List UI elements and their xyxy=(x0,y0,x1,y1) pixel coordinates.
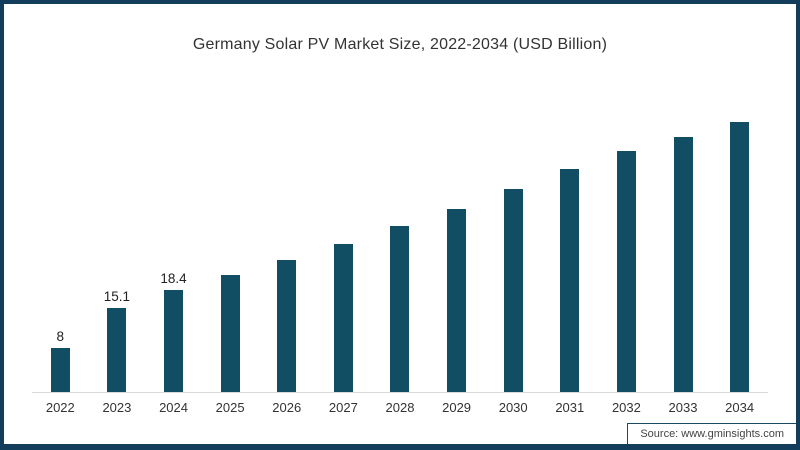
chart-title: Germany Solar PV Market Size, 2022-2034 … xyxy=(192,36,608,53)
x-axis-tick-label: 2034 xyxy=(725,400,755,415)
x-axis-tick-label: 2030 xyxy=(498,400,528,415)
bar-group-2028 xyxy=(372,226,429,392)
bar-group-2032 xyxy=(598,151,655,392)
bar xyxy=(673,137,693,392)
x-axis-tick-label: 2028 xyxy=(385,400,415,415)
source-label: Source: www.gminsights.com xyxy=(627,423,796,444)
bar-group-2034 xyxy=(711,122,768,392)
bar xyxy=(50,348,70,392)
bar-group-2025 xyxy=(202,275,259,392)
bar xyxy=(560,169,580,392)
bar-chart: 8 15.1 18.4 xyxy=(32,80,768,393)
bar xyxy=(333,244,353,392)
plot-area: 8 15.1 18.4 xyxy=(32,80,768,393)
x-axis-tick-label: 2027 xyxy=(328,400,358,415)
x-axis-tick-label: 2022 xyxy=(45,400,75,415)
bar xyxy=(390,226,410,392)
x-axis-labels: 2022 2023 2024 2025 2026 2027 2028 2029 2030 2031… xyxy=(32,400,768,415)
bar-group-2030 xyxy=(485,189,542,392)
x-axis-tick-label: 2026 xyxy=(272,400,302,415)
bar xyxy=(164,290,184,392)
bar-group-2024: 18.4 xyxy=(145,270,202,392)
x-axis-tick-label: 2033 xyxy=(668,400,698,415)
x-axis-tick-label: 2024 xyxy=(159,400,188,415)
bar-group-2033 xyxy=(655,137,712,392)
x-axis-tick-label: 2031 xyxy=(555,400,585,415)
bar-value-label: 18.4 xyxy=(160,270,187,286)
bar-group-2026 xyxy=(258,260,315,392)
bar xyxy=(277,260,297,392)
x-axis-tick-label: 2029 xyxy=(442,400,472,415)
bar xyxy=(220,275,240,392)
bar-group-2027 xyxy=(315,244,372,392)
bar-value-label: 15.1 xyxy=(103,288,131,304)
bar-group-2031 xyxy=(541,169,598,392)
x-axis-tick-label: 2025 xyxy=(215,400,245,415)
bar-group-2022: 8 xyxy=(32,328,89,392)
bar xyxy=(107,308,127,392)
x-axis-tick-label: 2032 xyxy=(611,400,641,415)
x-axis-tick-label: 2023 xyxy=(102,400,132,415)
bar xyxy=(447,209,467,392)
bar-group-2023: 15.1 xyxy=(89,288,146,392)
bar xyxy=(730,122,750,392)
bar-group-2029 xyxy=(428,209,485,392)
bar-value-label: 8 xyxy=(56,328,65,344)
bar xyxy=(616,151,636,392)
bar xyxy=(503,189,523,392)
